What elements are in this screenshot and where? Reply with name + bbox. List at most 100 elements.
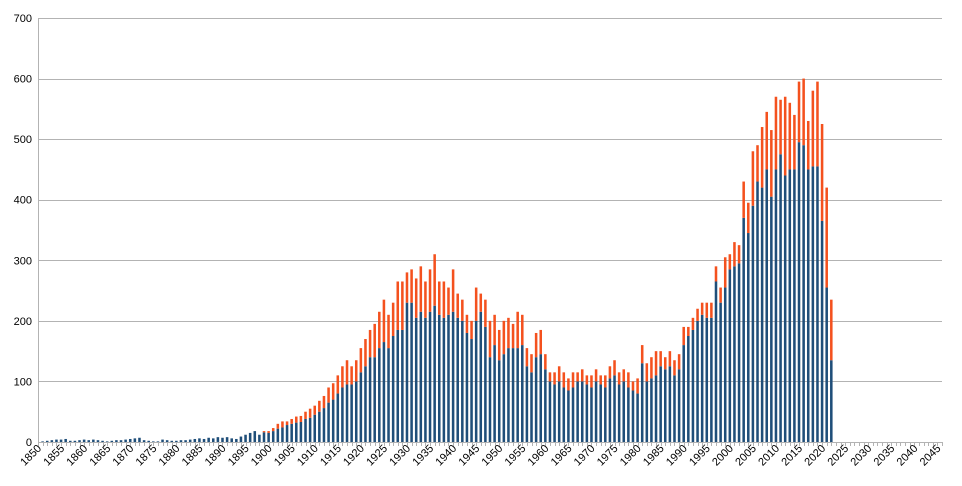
bar-series1-1869 <box>124 439 127 442</box>
bar-series1-1970 <box>590 387 593 442</box>
bar-series2-1922 <box>368 329 372 358</box>
bar-series2-2017 <box>806 120 810 170</box>
bar-series1-1860 <box>82 439 86 442</box>
bar-series1-1949 <box>493 345 496 442</box>
bar-series1-1975 <box>613 375 616 442</box>
bar-series1-2018 <box>811 166 815 442</box>
x-tick-label: 1975 <box>595 443 621 469</box>
bar-series2-1918 <box>350 366 353 385</box>
bar-series2-2009 <box>770 130 773 197</box>
bar-series1-1926 <box>387 348 390 442</box>
bar-series1-2013 <box>788 169 792 442</box>
bar-series1-1930 <box>405 302 409 442</box>
bar-series1-1961 <box>548 381 552 442</box>
bar-series1-1969 <box>585 384 589 442</box>
x-tick-label: 2005 <box>733 443 759 469</box>
x-tick-label: 2020 <box>802 443 828 469</box>
bar-series2-1919 <box>354 360 358 382</box>
bar-series1-1992 <box>691 329 695 442</box>
bar-series1-1872 <box>138 437 141 442</box>
bar-series2-1993 <box>696 308 699 321</box>
bar-series1-1973 <box>604 387 607 442</box>
x-tick-label: 1960 <box>526 443 552 469</box>
bar-series1-1912 <box>322 408 326 442</box>
bar-series1-1914 <box>331 399 335 442</box>
bar-series2-1959 <box>539 329 543 355</box>
bar-series2-2000 <box>728 254 732 270</box>
bar-series1-1934 <box>424 317 427 442</box>
bar-series2-1947 <box>484 299 487 327</box>
bar-series1-1942 <box>461 320 464 442</box>
x-tick-label: 1910 <box>295 443 321 469</box>
bar-series1-1882 <box>184 440 187 442</box>
bar-series1-2022 <box>830 360 833 442</box>
y-tick-label: 700 <box>14 13 32 25</box>
bar-series2-1944 <box>470 320 473 340</box>
bar-series2-1950 <box>497 329 501 361</box>
x-tick-label: 1945 <box>456 443 482 469</box>
bar-series1-1904 <box>285 425 289 442</box>
bar-series2-1936 <box>433 254 436 306</box>
bar-series1-1900 <box>267 432 270 442</box>
bar-series1-1916 <box>341 387 344 442</box>
bar-series1-2006 <box>756 181 759 443</box>
bar-series1-1939 <box>447 314 450 442</box>
bar-series2-1967 <box>576 372 579 382</box>
bar-series2-1900 <box>267 431 270 433</box>
bar-series1-2008 <box>765 169 769 442</box>
bar-series2-1946 <box>479 293 483 312</box>
bar-series1-1851 <box>41 441 44 442</box>
bar-series1-1955 <box>521 345 524 442</box>
bar-series1-1946 <box>479 311 483 442</box>
x-tick-label: 2015 <box>779 443 805 469</box>
bar-series2-2003 <box>742 181 745 218</box>
bar-series2-1990 <box>682 326 685 346</box>
x-tick-label: 1885 <box>180 443 206 469</box>
bar-series1-1915 <box>336 393 340 442</box>
bar-series1-2016 <box>802 145 805 442</box>
bar-series2-1920 <box>359 348 363 373</box>
y-tick-label: 500 <box>14 134 32 146</box>
bar-series1-1859 <box>78 440 81 442</box>
bar-series2-1968 <box>580 369 584 382</box>
bar-series1-2007 <box>760 187 764 442</box>
bar-series1-1871 <box>133 438 137 442</box>
bar-series1-2011 <box>779 154 782 443</box>
bar-series2-1982 <box>645 363 649 382</box>
bar-series1-1963 <box>557 381 561 442</box>
bar-series1-1994 <box>700 314 704 442</box>
bar-series2-1932 <box>414 278 418 318</box>
bar-series2-1906 <box>295 416 298 423</box>
bar-series1-1895 <box>244 434 247 442</box>
bar-series1-1976 <box>617 384 621 442</box>
bar-series2-1928 <box>396 281 400 330</box>
x-tick-label: 2000 <box>710 443 736 469</box>
bar-series1-1948 <box>488 357 492 442</box>
bar-series1-1960 <box>544 369 547 442</box>
bar-series1-1966 <box>571 387 575 442</box>
bar-series1-1896 <box>248 432 252 442</box>
bar-series2-1976 <box>617 372 621 385</box>
x-tick-label: 1980 <box>618 443 644 469</box>
gridlines <box>38 18 942 382</box>
bar-series1-1885 <box>198 438 201 442</box>
bar-series1-1919 <box>354 381 358 442</box>
bar-series1-2003 <box>742 217 745 442</box>
bar-series1-1864 <box>101 440 104 442</box>
bar-series1-1923 <box>373 357 376 442</box>
bar-series1-1986 <box>663 369 667 442</box>
bar-series1-1899 <box>262 432 266 442</box>
bar-series2-1935 <box>428 269 432 312</box>
x-tick-label: 1875 <box>134 443 160 469</box>
bar-series2-2011 <box>779 99 782 155</box>
bar-series1-2005 <box>751 205 755 442</box>
bar-series2-1927 <box>391 302 395 336</box>
bar-series2-1952 <box>507 317 510 349</box>
bar-series1-1861 <box>87 440 91 442</box>
y-tick-label: 200 <box>14 316 32 328</box>
bar-series2-1971 <box>594 369 598 382</box>
x-tick-label: 1915 <box>318 443 344 469</box>
bar-series1-2002 <box>737 263 741 442</box>
bar-series1-1886 <box>202 438 206 442</box>
bar-series1-1893 <box>235 438 238 442</box>
